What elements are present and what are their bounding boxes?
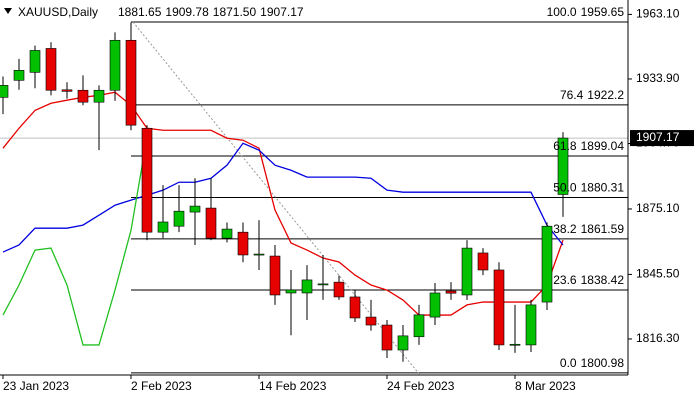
ohlc-value: 1881.65 [118, 5, 162, 19]
candle-body [205, 207, 217, 239]
candle-body [269, 255, 281, 296]
x-tick-label: 2 Feb 2023 [131, 379, 192, 393]
y-tick-label: 1933.90 [636, 71, 680, 85]
fib-level-label: 0.0 1800.98 [560, 356, 624, 370]
candle-body [29, 50, 41, 73]
fib-percent: 50.0 [553, 181, 577, 195]
fib-price: 1959.65 [581, 5, 625, 19]
fib-percent: 0.0 [560, 356, 577, 370]
fib-percent: 61.8 [553, 139, 577, 153]
fib-price: 1861.59 [581, 222, 625, 236]
x-tick-label: 14 Feb 2023 [259, 379, 327, 393]
candle-body [221, 228, 233, 239]
fib-level-label: 50.0 1880.31 [553, 181, 624, 195]
indicator-line [2, 142, 564, 253]
fibonacci-layer [0, 21, 628, 374]
candle-body [445, 290, 457, 294]
fibonacci-label-layer: 100.0 1959.65 76.4 1922.2 61.8 1899.04 50.0 188… [547, 5, 625, 370]
candle-body [509, 343, 521, 346]
x-tick-label: 23 Jan 2023 [3, 379, 69, 393]
fib-price: 1880.31 [581, 181, 625, 195]
ohlc-value: 1871.50 [213, 5, 257, 19]
candle-body [365, 316, 377, 326]
last-price-label: 1907.17 [636, 130, 680, 144]
fib-level-label: 76.4 1922.2 [560, 88, 624, 102]
candle-body [429, 292, 441, 318]
ohlc-header: 1881.65 1909.78 1871.50 1907.17 [118, 5, 304, 19]
fib-level-label: 61.8 1899.04 [553, 139, 624, 153]
fib-level-label: 38.2 1861.59 [553, 222, 624, 236]
candle-body [93, 89, 105, 103]
candle-body [333, 281, 345, 298]
candle-body [525, 304, 537, 346]
candle-layer [0, 22, 569, 362]
fib-price: 1922.2 [587, 88, 624, 102]
candle-body [397, 335, 409, 351]
fib-price: 1800.98 [581, 356, 625, 370]
x-tick-label: 8 Mar 2023 [515, 379, 576, 393]
candle-body [45, 48, 57, 91]
fib-price: 1899.04 [581, 139, 625, 153]
candle-body [125, 39, 137, 126]
candle-body [61, 89, 73, 92]
candle-body [285, 289, 297, 294]
x-tick-label: 24 Feb 2023 [387, 379, 455, 393]
candle-body [77, 89, 89, 103]
candle-body [317, 283, 329, 286]
candle-body [381, 324, 393, 351]
chart-title: XAUUSD,Daily [18, 5, 98, 19]
candle-body [173, 210, 185, 227]
candle-body [301, 279, 313, 294]
candle-body [0, 85, 9, 98]
fib-percent: 100.0 [547, 5, 577, 19]
axis-layer: 1963.101933.901904.701875.101845.501816.… [2, 7, 694, 393]
collapse-icon[interactable] [4, 8, 12, 14]
indicator-line [2, 137, 148, 346]
last-price-box [630, 130, 694, 147]
fib-percent: 23.6 [553, 273, 577, 287]
ohlc-value: 1907.17 [260, 5, 304, 19]
candle-body [189, 205, 201, 213]
fib-percent: 38.2 [553, 222, 577, 236]
y-tick-label: 1875.10 [636, 201, 680, 215]
candle-body [493, 269, 505, 346]
candle-body [157, 221, 169, 233]
candle-body [13, 70, 25, 81]
candle-body [237, 231, 249, 256]
candle-body [253, 253, 265, 256]
candle-body [141, 127, 153, 233]
fib-percent: 76.4 [560, 88, 584, 102]
fib-level-label: 23.6 1838.42 [553, 273, 624, 287]
candle-body [557, 137, 569, 195]
y-tick-label: 1845.50 [636, 267, 680, 281]
candle-body [461, 247, 473, 296]
candle-body [349, 296, 361, 319]
ohlc-value: 1909.78 [165, 5, 209, 19]
candle-body [477, 252, 489, 271]
candle-body [413, 314, 425, 338]
candle-body [541, 225, 553, 303]
fib-price: 1838.42 [581, 273, 625, 287]
candle-body [109, 39, 121, 91]
fib-level-label: 100.0 1959.65 [547, 5, 625, 19]
y-tick-label: 1816.30 [636, 331, 680, 345]
y-tick-label: 1963.10 [636, 7, 680, 21]
